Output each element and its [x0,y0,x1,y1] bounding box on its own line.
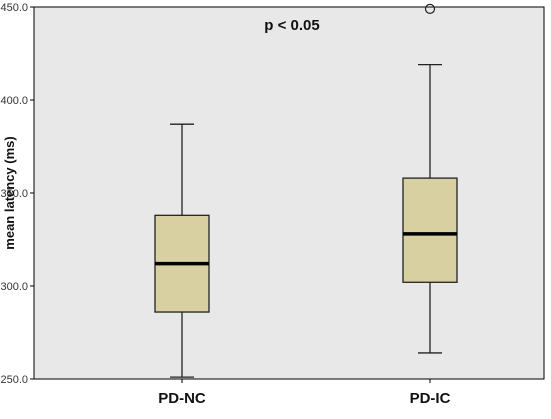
y-tick-label: 450.0 [0,2,28,14]
x-tick-label-pd-nc: PD-NC [158,390,206,407]
x-tick-label-pd-ic: PD-IC [410,390,451,407]
box-pd-ic [402,177,458,283]
y-tick-label: 300.0 [0,281,28,293]
outlier-point-pd-ic [424,3,436,14]
y-tick-label: 400.0 [0,95,28,107]
y-tick-label: 250.0 [0,374,28,386]
y-axis-title: mean latency (ms) [2,136,17,249]
plot-area [33,6,545,380]
p-value-annotation: p < 0.05 [264,17,319,34]
y-tick-label: 350.0 [0,188,28,200]
